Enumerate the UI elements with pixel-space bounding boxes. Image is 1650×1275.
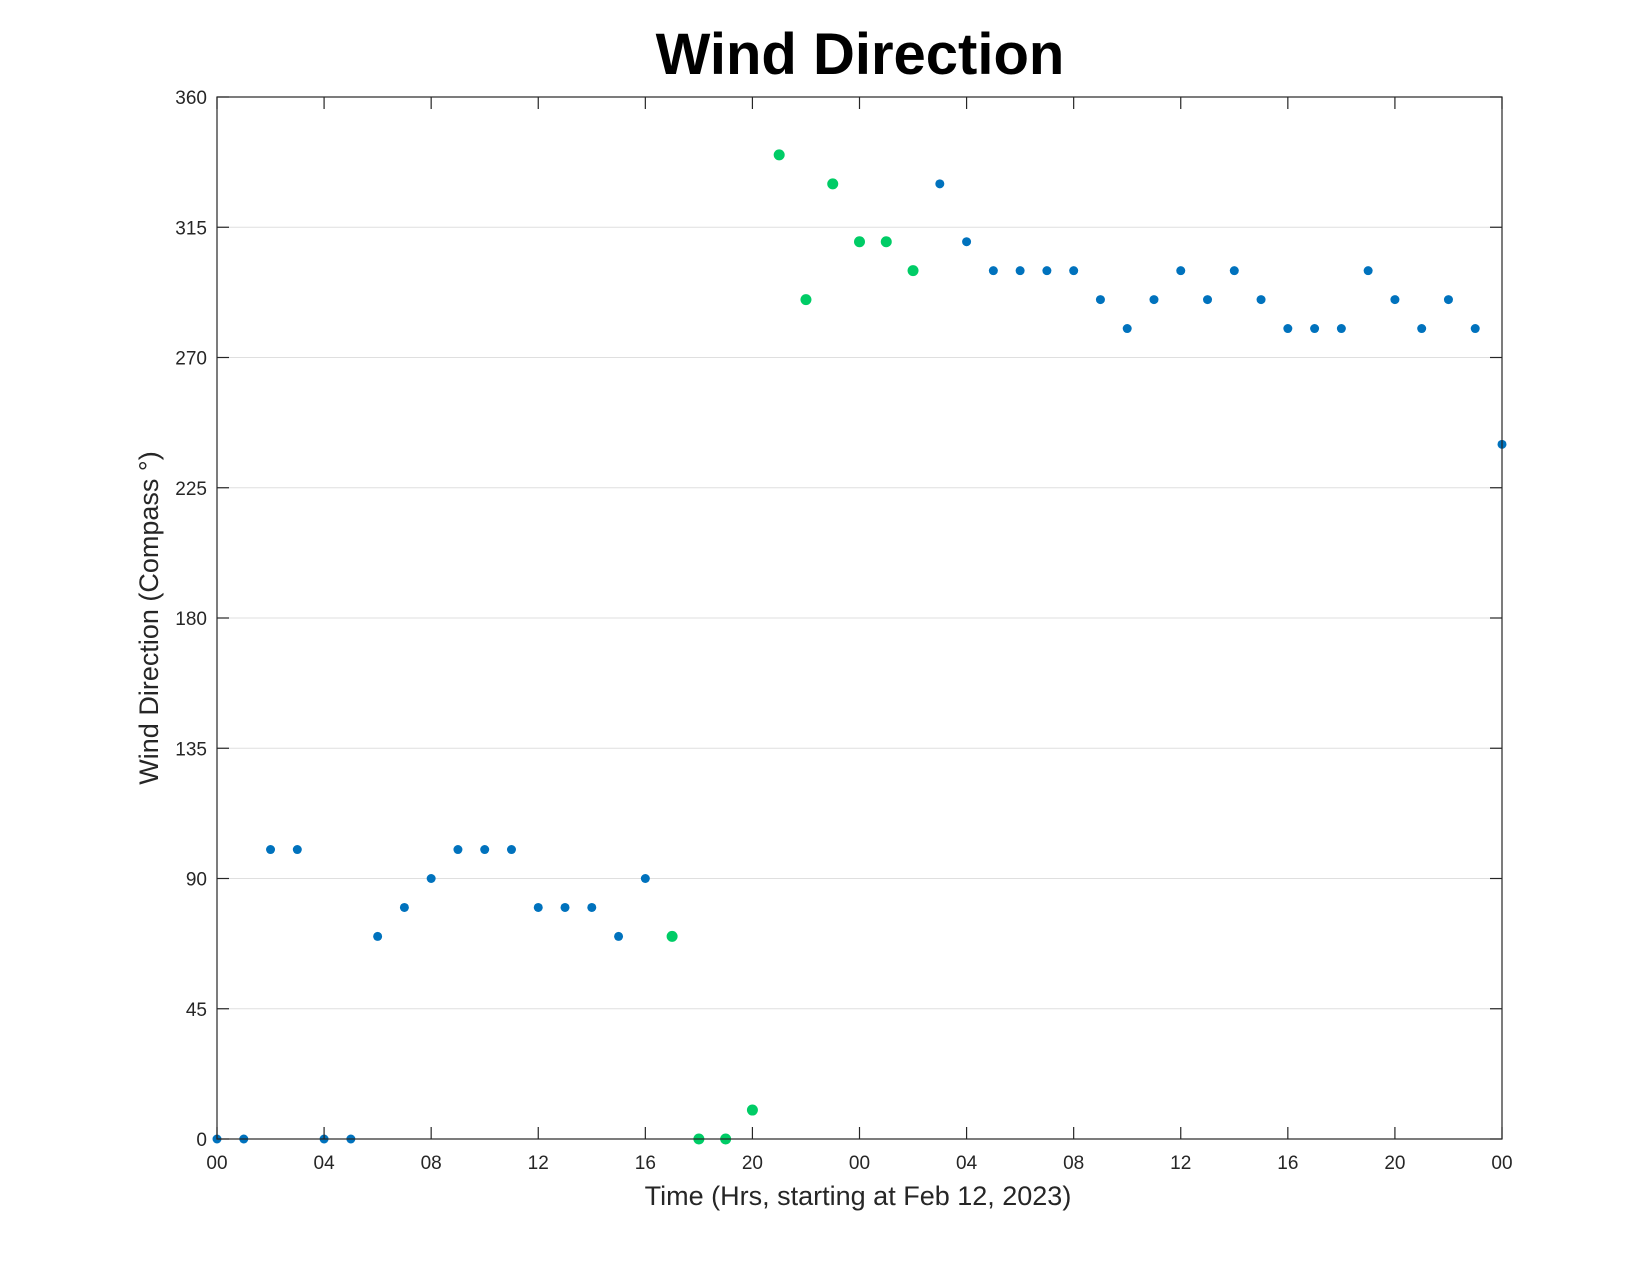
data-point [1283,324,1293,334]
grid [217,226,1502,1010]
x-tick-label: 00 [206,1153,227,1174]
y-tick-label: 180 [175,609,207,630]
data-point [1470,324,1480,334]
data-point [1042,266,1052,276]
data-point [666,930,678,942]
data-point [373,931,383,941]
data-point [854,236,865,248]
data-point [1256,295,1266,305]
data-point [506,845,516,855]
x-tick-label: 08 [1063,1153,1084,1174]
y-axis: 0 45 90 135 180 225 270 315 360 [175,88,1502,1151]
x-tick-label: 00 [1491,1153,1512,1174]
data-point [1015,266,1025,276]
data-points [212,149,1507,1145]
y-tick-label: 135 [175,739,207,760]
x-tick-label: 08 [421,1153,442,1174]
data-point [614,931,624,941]
data-point [1336,324,1346,334]
x-tick-label: 20 [742,1153,763,1174]
y-tick-label: 360 [175,88,207,109]
data-point [1229,266,1239,276]
x-tick-label: 04 [314,1153,336,1174]
data-point [292,845,302,855]
data-point [1363,266,1373,276]
y-axis-label: Wind Direction (Compass °) [134,451,164,784]
data-point [1203,295,1213,305]
data-point [907,265,919,277]
data-point [1417,324,1427,334]
data-point [773,149,785,161]
data-point [935,179,945,189]
chart-title: Wind Direction [656,22,1065,87]
y-tick-label: 0 [196,1130,207,1151]
data-point [560,902,570,912]
x-tick-label: 20 [1384,1153,1405,1174]
data-point [533,902,543,912]
x-tick-label: 00 [849,1153,870,1174]
data-point [480,845,490,855]
x-axis-label: Time (Hrs, starting at Feb 12, 2023) [645,1181,1072,1211]
data-point [1095,295,1105,305]
data-point [746,1104,758,1116]
data-point [640,874,650,883]
data-point [988,266,998,276]
y-tick-label: 45 [186,1000,207,1021]
data-point [1176,266,1186,276]
data-point [1443,295,1453,305]
x-tick-label: 04 [956,1153,978,1174]
y-tick-label: 270 [175,349,207,370]
data-point [880,236,892,248]
data-point [587,902,597,912]
data-point [1310,324,1320,334]
data-point [266,845,276,855]
data-point [426,874,436,883]
data-point [1069,266,1079,276]
data-point [800,294,812,306]
data-point [1122,324,1132,334]
x-tick-label: 16 [1277,1153,1298,1174]
data-point [453,845,463,855]
data-point [827,178,839,190]
x-axis: 00 04 08 12 16 20 00 04 08 12 16 20 00 [206,97,1513,1174]
y-tick-label: 225 [175,479,207,500]
x-tick-label: 12 [528,1153,549,1174]
data-point [962,237,972,247]
data-point [1149,295,1159,305]
y-tick-label: 90 [186,870,207,891]
x-tick-label: 12 [1170,1153,1191,1174]
y-tick-label: 315 [175,218,207,239]
data-point [1390,295,1400,305]
x-tick-label: 16 [635,1153,656,1174]
data-point [399,902,409,912]
